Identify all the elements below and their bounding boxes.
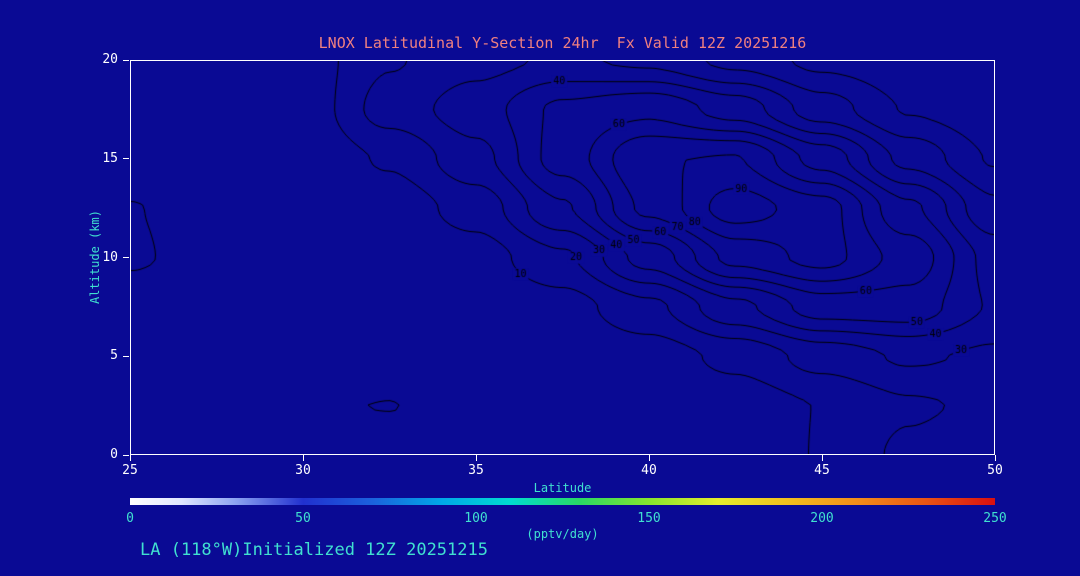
colorbar-tick-label: 50 xyxy=(295,511,311,526)
x-tick-mark xyxy=(994,455,996,461)
x-tick-mark xyxy=(648,455,650,461)
y-tick-mark xyxy=(123,59,129,61)
colorbar-tick-label: 100 xyxy=(464,511,488,526)
x-tick-label: 25 xyxy=(122,463,138,478)
x-tick-label: 45 xyxy=(814,463,830,478)
footer-initialization-label: LA (118°W)Initialized 12Z 20251215 xyxy=(140,540,488,560)
y-tick-label: 20 xyxy=(102,52,118,67)
y-tick-label: 15 xyxy=(102,150,118,166)
x-tick-label: 50 xyxy=(987,463,1003,478)
y-tick-mark xyxy=(123,158,129,160)
colorbar-tick-label: 150 xyxy=(637,511,661,526)
x-tick-mark xyxy=(129,455,131,461)
x-tick-label: 30 xyxy=(295,463,311,478)
x-tick-label: 40 xyxy=(641,463,657,478)
y-tick-mark xyxy=(123,257,129,258)
x-axis-label: Latitude xyxy=(533,481,592,495)
y-tick-label: 5 xyxy=(110,348,118,364)
colorbar-gradient xyxy=(130,498,995,505)
chart-title: LNOX Latitudinal Y-Section 24hr Fx Valid… xyxy=(318,34,807,52)
y-tick-mark xyxy=(123,454,129,456)
x-tick-mark xyxy=(821,455,823,461)
x-tick-label: 35 xyxy=(468,463,484,478)
y-tick-label: 0 xyxy=(110,447,118,462)
contour-plot-canvas xyxy=(130,60,995,455)
x-tick-mark xyxy=(302,455,304,461)
y-tick-label: 10 xyxy=(102,249,118,265)
colorbar-tick-label: 250 xyxy=(983,511,1007,526)
x-tick-mark xyxy=(475,455,477,461)
colorbar-tick-label: 200 xyxy=(810,511,834,526)
y-tick-mark xyxy=(123,355,129,357)
colorbar-units: (pptv/day) xyxy=(526,527,599,541)
colorbar-tick-label: 0 xyxy=(126,511,134,526)
